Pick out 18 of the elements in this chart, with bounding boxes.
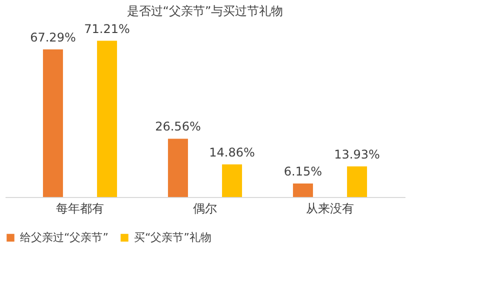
bar xyxy=(347,166,368,197)
data-label: 6.15% xyxy=(284,164,322,179)
legend-label: 给父亲过“父亲节” xyxy=(20,230,108,244)
x-tick-label: 偶尔 xyxy=(193,202,217,216)
chart-title: 是否过“父亲节”与买过节礼物 xyxy=(126,4,284,18)
bar xyxy=(97,40,118,197)
data-label: 13.93% xyxy=(334,147,380,162)
bar xyxy=(222,164,242,197)
x-tick-label: 从来没有 xyxy=(306,202,354,216)
data-label: 26.56% xyxy=(155,120,201,134)
data-label: 14.86% xyxy=(209,145,255,160)
bar xyxy=(292,184,313,197)
bar xyxy=(42,49,63,197)
x-tick-label: 每年都有 xyxy=(56,202,104,216)
data-label: 71.21% xyxy=(84,22,130,36)
bar xyxy=(168,138,188,197)
data-label: 67.29% xyxy=(30,30,76,44)
legend-label: 买“父亲节”礼物 xyxy=(134,230,212,244)
